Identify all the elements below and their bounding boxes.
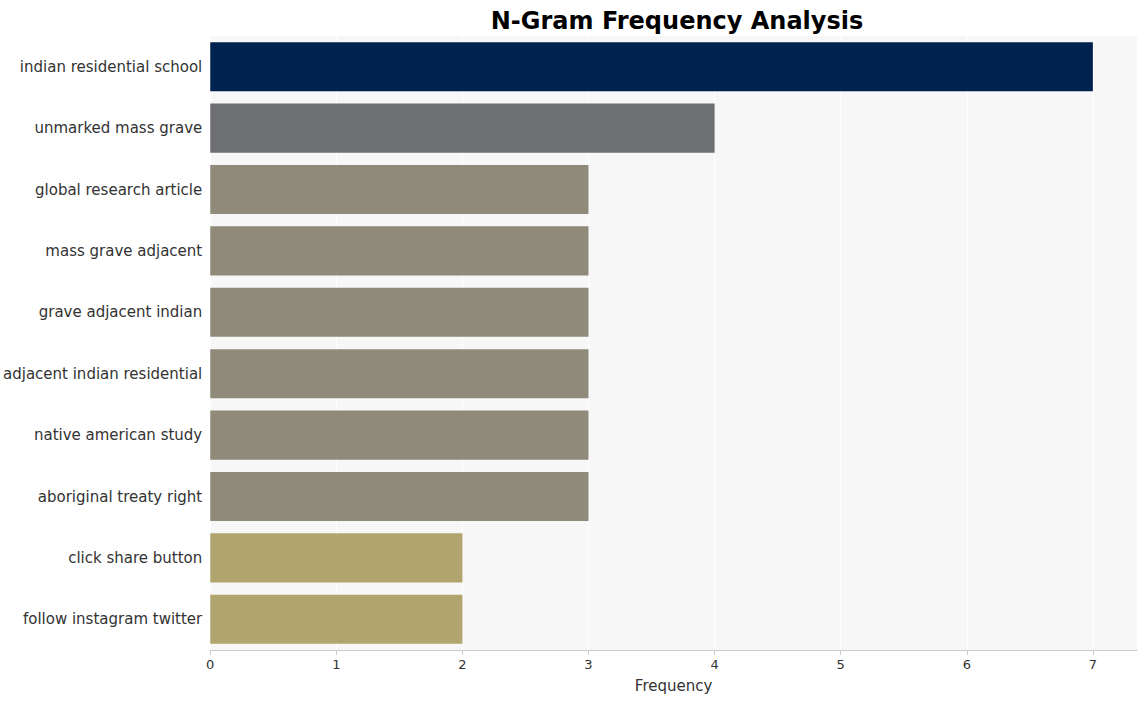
svg-text:native american study: native american study [34,426,202,444]
svg-text:5: 5 [837,657,845,672]
svg-text:mass grave adjacent: mass grave adjacent [45,242,202,260]
svg-text:Frequency: Frequency [635,677,713,695]
svg-text:follow instagram twitter: follow instagram twitter [23,610,203,628]
svg-text:1: 1 [332,657,340,672]
svg-text:unmarked mass grave: unmarked mass grave [34,119,202,137]
svg-text:global research article: global research article [35,181,202,199]
svg-text:aboriginal treaty right: aboriginal treaty right [38,488,203,506]
svg-text:click share button: click share button [68,549,202,567]
svg-text:7: 7 [1089,657,1097,672]
svg-text:N-Gram Frequency Analysis: N-Gram Frequency Analysis [491,7,864,35]
svg-text:adjacent indian residential: adjacent indian residential [3,365,202,383]
svg-text:3: 3 [584,657,592,672]
svg-text:2: 2 [458,657,466,672]
svg-text:4: 4 [710,657,718,672]
svg-text:6: 6 [963,657,971,672]
svg-text:0: 0 [206,657,214,672]
svg-text:indian residential school: indian residential school [20,58,202,76]
svg-text:grave adjacent indian: grave adjacent indian [39,303,203,321]
